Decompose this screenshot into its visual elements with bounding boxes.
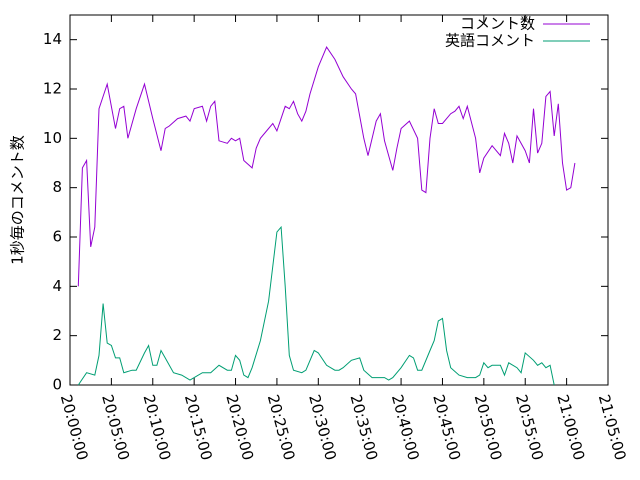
x-tick-label: 20:45:00 xyxy=(429,393,464,463)
plot-frame xyxy=(69,14,609,386)
y-tick-label: 10 xyxy=(43,129,62,147)
x-tick-label: 20:20:00 xyxy=(222,393,257,463)
y-tick-label: 4 xyxy=(52,277,62,295)
y-tick-label: 12 xyxy=(43,80,62,98)
y-axis-label: 1秒毎のコメント数 xyxy=(9,135,27,265)
x-tick-label: 20:05:00 xyxy=(98,393,133,463)
x-tick-label: 20:10:00 xyxy=(140,393,175,463)
x-tick-label: 21:05:00 xyxy=(595,393,630,463)
legend-label: 英語コメント xyxy=(445,32,535,50)
x-tick-label: 21:00:00 xyxy=(553,393,588,463)
x-tick-label: 20:25:00 xyxy=(264,393,299,463)
x-tick-label: 20:55:00 xyxy=(512,393,547,463)
x-tick-label: 20:30:00 xyxy=(305,393,340,463)
x-tick-label: 20:00:00 xyxy=(57,393,92,463)
series-line xyxy=(77,225,555,386)
y-tick-label: 0 xyxy=(52,376,62,394)
x-tick-label: 20:35:00 xyxy=(346,393,381,463)
legend-label: コメント数 xyxy=(460,15,535,33)
y-tick-label: 6 xyxy=(52,228,62,246)
y-tick-label: 2 xyxy=(52,326,62,344)
y-tick-label: 14 xyxy=(43,30,62,48)
series-line xyxy=(77,46,576,287)
x-tick-label: 20:50:00 xyxy=(471,393,506,463)
y-tick-label: 8 xyxy=(52,178,62,196)
x-tick-label: 20:40:00 xyxy=(388,393,423,463)
x-tick-label: 20:15:00 xyxy=(181,393,216,463)
